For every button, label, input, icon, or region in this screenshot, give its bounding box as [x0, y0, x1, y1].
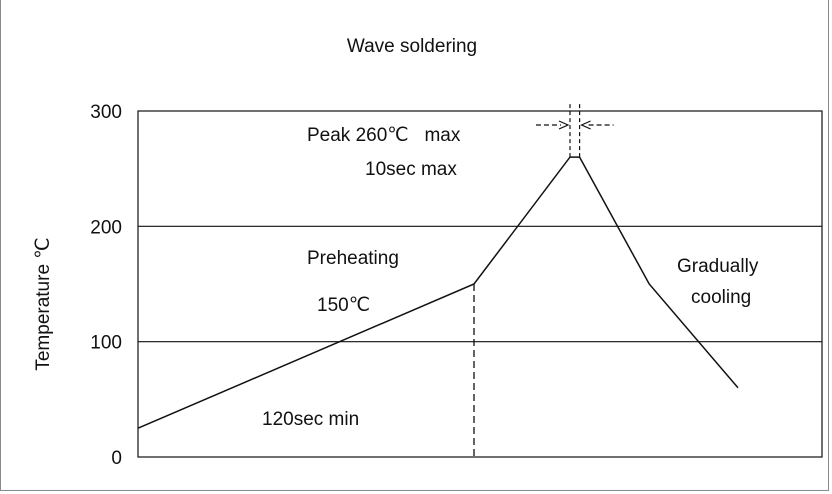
cooling-annotation-line2: cooling [691, 287, 751, 308]
temperature-profile-line [137, 156, 739, 429]
y-axis: 0 100 200 300 [90, 102, 122, 469]
peak-time-annotation: 10sec max [365, 159, 457, 180]
peak-temp-annotation: Peak 260℃ max [307, 125, 461, 146]
y-tick-label: 200 [90, 217, 122, 238]
peak-arrow-left-head [558, 120, 570, 130]
grid [138, 225, 822, 343]
y-tick-label: 100 [90, 333, 122, 354]
preheat-temp-annotation: 150℃ [317, 295, 370, 316]
y-tick-label: 300 [90, 102, 122, 123]
peak-arrow-right-head [580, 120, 591, 130]
y-tick-label: 0 [111, 448, 122, 469]
y-axis-label: Temperature ℃ [33, 237, 54, 370]
plot-area [137, 110, 823, 458]
preheat-time-annotation: 120sec min [262, 409, 359, 430]
chart-title: Wave soldering [347, 36, 477, 57]
guide-lines [473, 104, 614, 457]
preheating-annotation: Preheating [307, 248, 399, 269]
cooling-annotation-line1: Gradually [677, 256, 759, 277]
